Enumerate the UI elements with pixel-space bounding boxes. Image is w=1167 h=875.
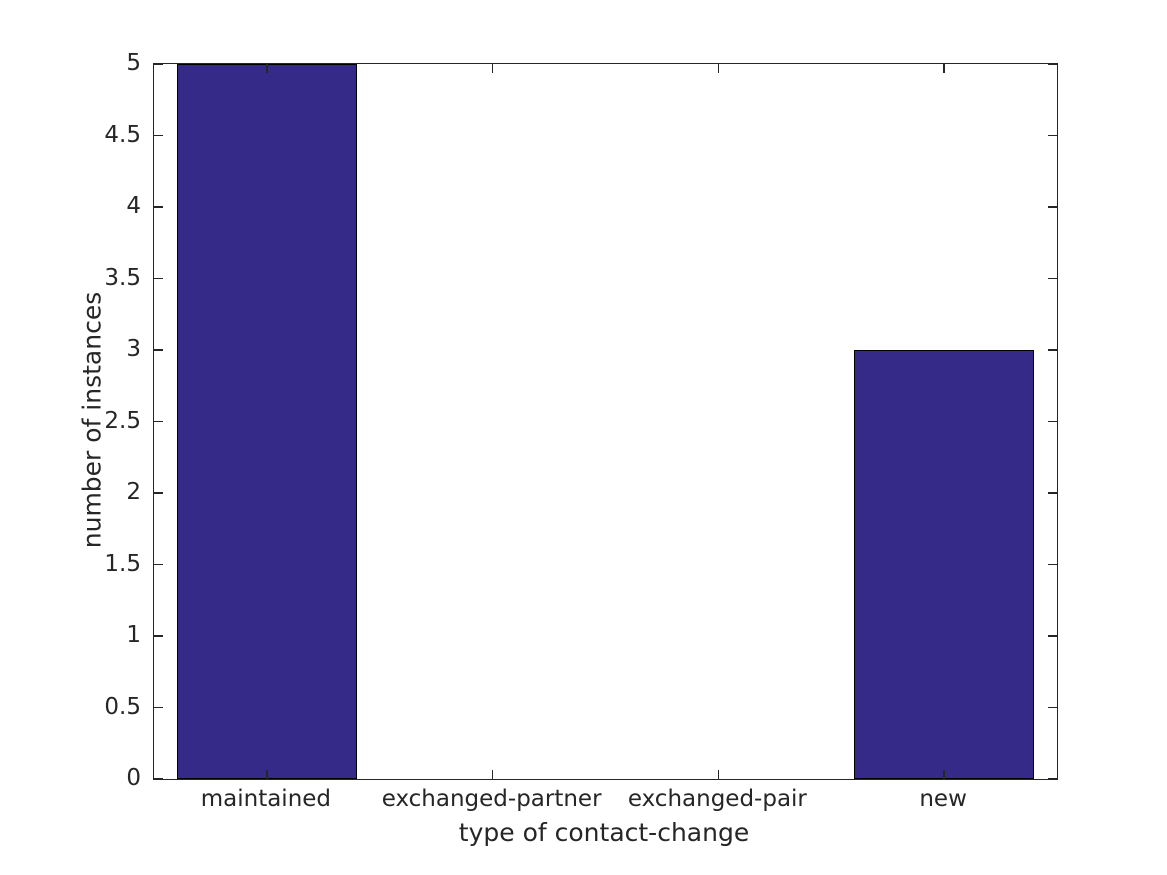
y-tick-label: 0.5 (104, 693, 141, 720)
y-tick-label: 2 (126, 479, 141, 505)
y-tick-right (1048, 635, 1057, 637)
y-tick-left (154, 706, 163, 709)
y-tick-right (1048, 778, 1057, 780)
bar-new (853, 350, 1035, 779)
y-tick-label: 3.5 (104, 264, 141, 291)
x-tick-bottom (266, 770, 268, 779)
y-tick-left (154, 349, 163, 351)
y-tick-label: 1.5 (104, 550, 141, 577)
y-tick-right (1048, 277, 1057, 280)
bar-maintained (176, 64, 358, 779)
x-axis-label: type of contact-change (458, 818, 750, 847)
y-tick-left (154, 492, 163, 494)
y-tick-right (1048, 134, 1057, 137)
y-tick-left (154, 420, 163, 423)
plot-area (153, 63, 1058, 780)
y-tick-label: 4.5 (104, 121, 141, 148)
y-tick-label: 2.5 (104, 407, 141, 434)
x-tick-top (266, 64, 268, 73)
y-tick-left (154, 277, 163, 280)
x-tick-top (717, 64, 720, 73)
x-tick-top (491, 64, 494, 73)
y-tick-right (1048, 63, 1057, 65)
y-tick-right (1048, 349, 1057, 351)
x-tick-top (943, 64, 945, 73)
y-tick-label: 0 (126, 765, 141, 791)
y-tick-left (154, 206, 163, 208)
y-tick-label: 1 (126, 622, 141, 648)
y-tick-label: 4 (126, 193, 141, 219)
y-tick-right (1048, 492, 1057, 494)
x-tick-bottom (717, 770, 720, 779)
y-tick-right (1048, 206, 1057, 208)
y-tick-label: 3 (126, 336, 141, 362)
x-tick-bottom (943, 770, 945, 779)
y-tick-right (1048, 706, 1057, 709)
y-tick-left (154, 134, 163, 137)
x-tick-label-exchanged-pair: exchanged-pair (627, 786, 807, 812)
x-tick-label-exchanged-partner: exchanged-partner (381, 786, 602, 812)
y-tick-left (154, 563, 163, 566)
x-tick-label-new: new (919, 786, 967, 812)
x-tick-label-maintained: maintained (200, 786, 332, 812)
y-tick-right (1048, 563, 1057, 566)
y-tick-label: 5 (126, 50, 141, 76)
y-tick-left (154, 635, 163, 637)
y-tick-right (1048, 420, 1057, 423)
y-tick-left (154, 63, 163, 65)
x-tick-bottom (491, 770, 494, 779)
y-tick-left (154, 778, 163, 780)
